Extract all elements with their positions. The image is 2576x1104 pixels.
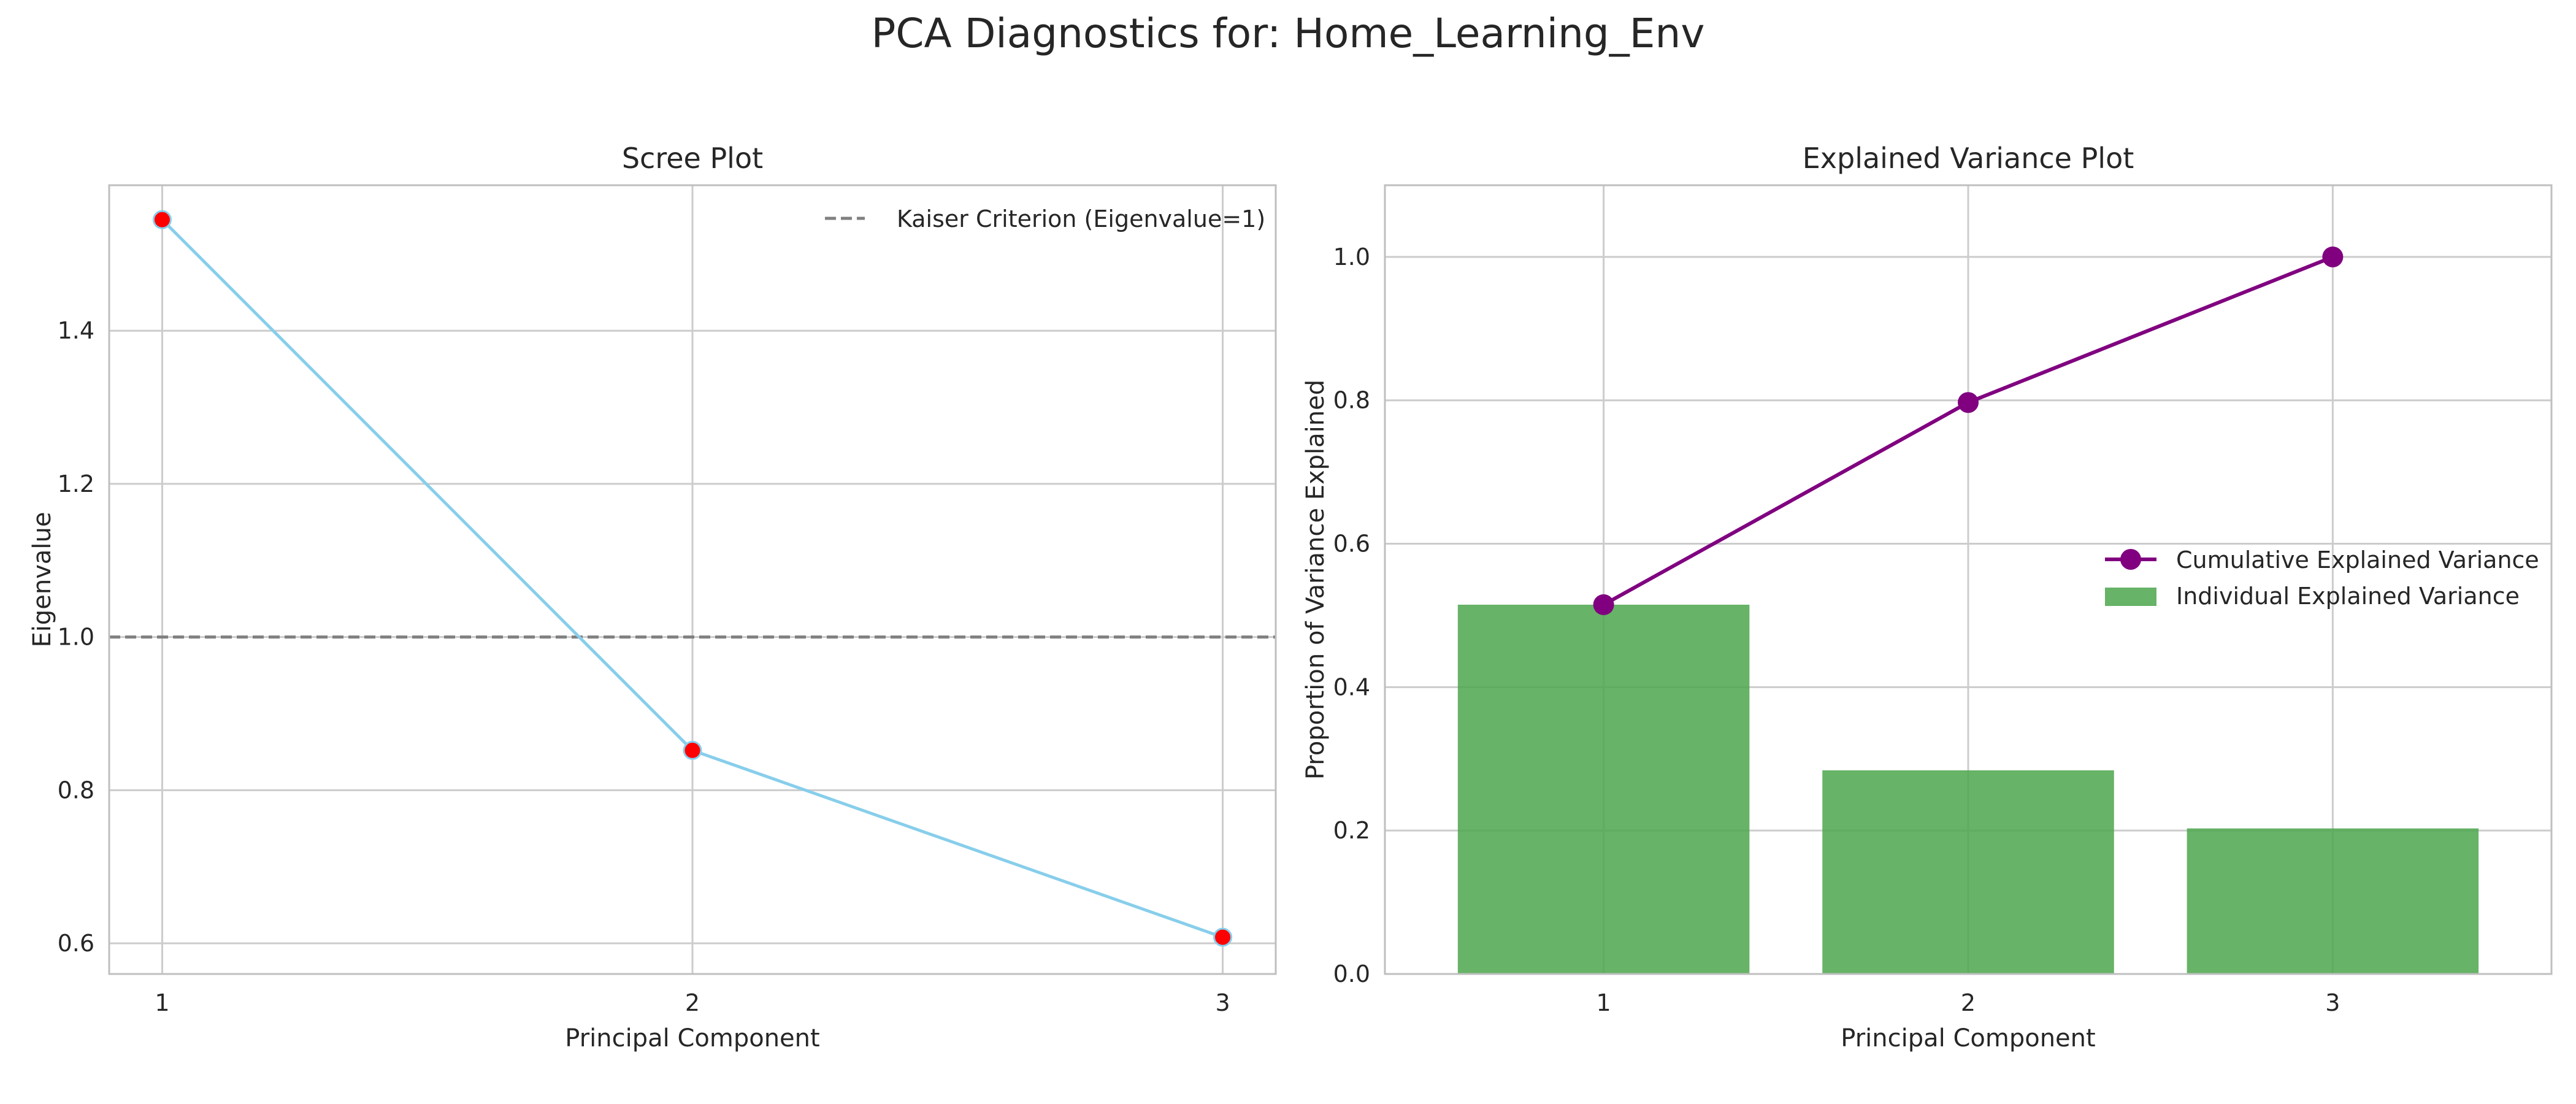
scree-y-axis-label: Eigenvalue: [28, 512, 56, 648]
individual-variance-bar: [1822, 770, 2114, 974]
individual-variance-bar: [1457, 604, 1750, 974]
scree-x-tick-label: 1: [155, 989, 169, 1016]
variance-y-tick-label: 0.6: [1333, 531, 1370, 558]
variance-y-tick-label: 0.8: [1333, 387, 1370, 414]
variance-x-tick-label: 3: [2325, 989, 2340, 1016]
variance-axes-frame: [1384, 184, 2553, 975]
variance-y-axis-label: Proportion of Variance Explained: [1301, 380, 1330, 780]
explained-variance-panel: 1 2 3 0.0 0.2 0.4 0.6 0.8 1.0 Explained Variance …: [1301, 142, 2553, 1052]
individual-variance-bar: [2187, 828, 2479, 974]
cumulative-variance-point: [1593, 594, 1614, 615]
cumulative-variance-point: [1958, 392, 1979, 413]
variance-y-tick-label: 0.2: [1333, 817, 1370, 844]
scree-legend: Kaiser Criterion (Eigenvalue=1): [825, 205, 1265, 232]
scree-axes-frame: [108, 184, 1277, 975]
scree-y-tick-label: 1.0: [58, 624, 94, 651]
legend-cumulative-label: Cumulative Explained Variance: [2176, 546, 2539, 573]
variance-y-tick-label: 0.0: [1333, 960, 1370, 987]
scree-point: [683, 740, 702, 760]
variance-y-tick-label: 1.0: [1333, 243, 1370, 270]
scree-point: [1213, 927, 1233, 947]
cumulative-variance-point: [2322, 246, 2344, 267]
scree-x-tick-label: 3: [1215, 989, 1230, 1016]
variance-x-tick-label: 2: [1961, 989, 1976, 1016]
figure-title: PCA Diagnostics for: Home_Learning_Env: [871, 10, 1705, 57]
variance-legend: Cumulative Explained Variance Individual …: [2105, 546, 2539, 610]
scree-x-tick-label: 2: [685, 989, 700, 1016]
scree-y-tick-label: 1.2: [58, 470, 94, 497]
scree-y-tick-label: 0.8: [58, 776, 94, 803]
legend-cumulative-swatch-marker: [2120, 549, 2141, 570]
scree-plot-title: Scree Plot: [622, 142, 763, 175]
variance-x-tick-label: 1: [1597, 989, 1611, 1016]
legend-individual-swatch: [2105, 588, 2156, 606]
legend-individual-label: Individual Explained Variance: [2176, 583, 2520, 610]
scree-y-tick-label: 0.6: [58, 930, 94, 957]
scree-x-axis-label: Principal Component: [565, 1024, 819, 1052]
scree-plot-panel: 1 2 3 0.6 0.8 1.0 1.2 1.4 Scree Plot Principal Co…: [28, 142, 1277, 1052]
legend-kaiser-label: Kaiser Criterion (Eigenvalue=1): [897, 205, 1265, 232]
variance-plot-title: Explained Variance Plot: [1803, 142, 2134, 175]
scree-y-tick-label: 1.4: [58, 317, 94, 344]
variance-x-axis-label: Principal Component: [1841, 1024, 2095, 1052]
variance-y-tick-label: 0.4: [1333, 673, 1370, 700]
scree-point: [152, 210, 172, 229]
